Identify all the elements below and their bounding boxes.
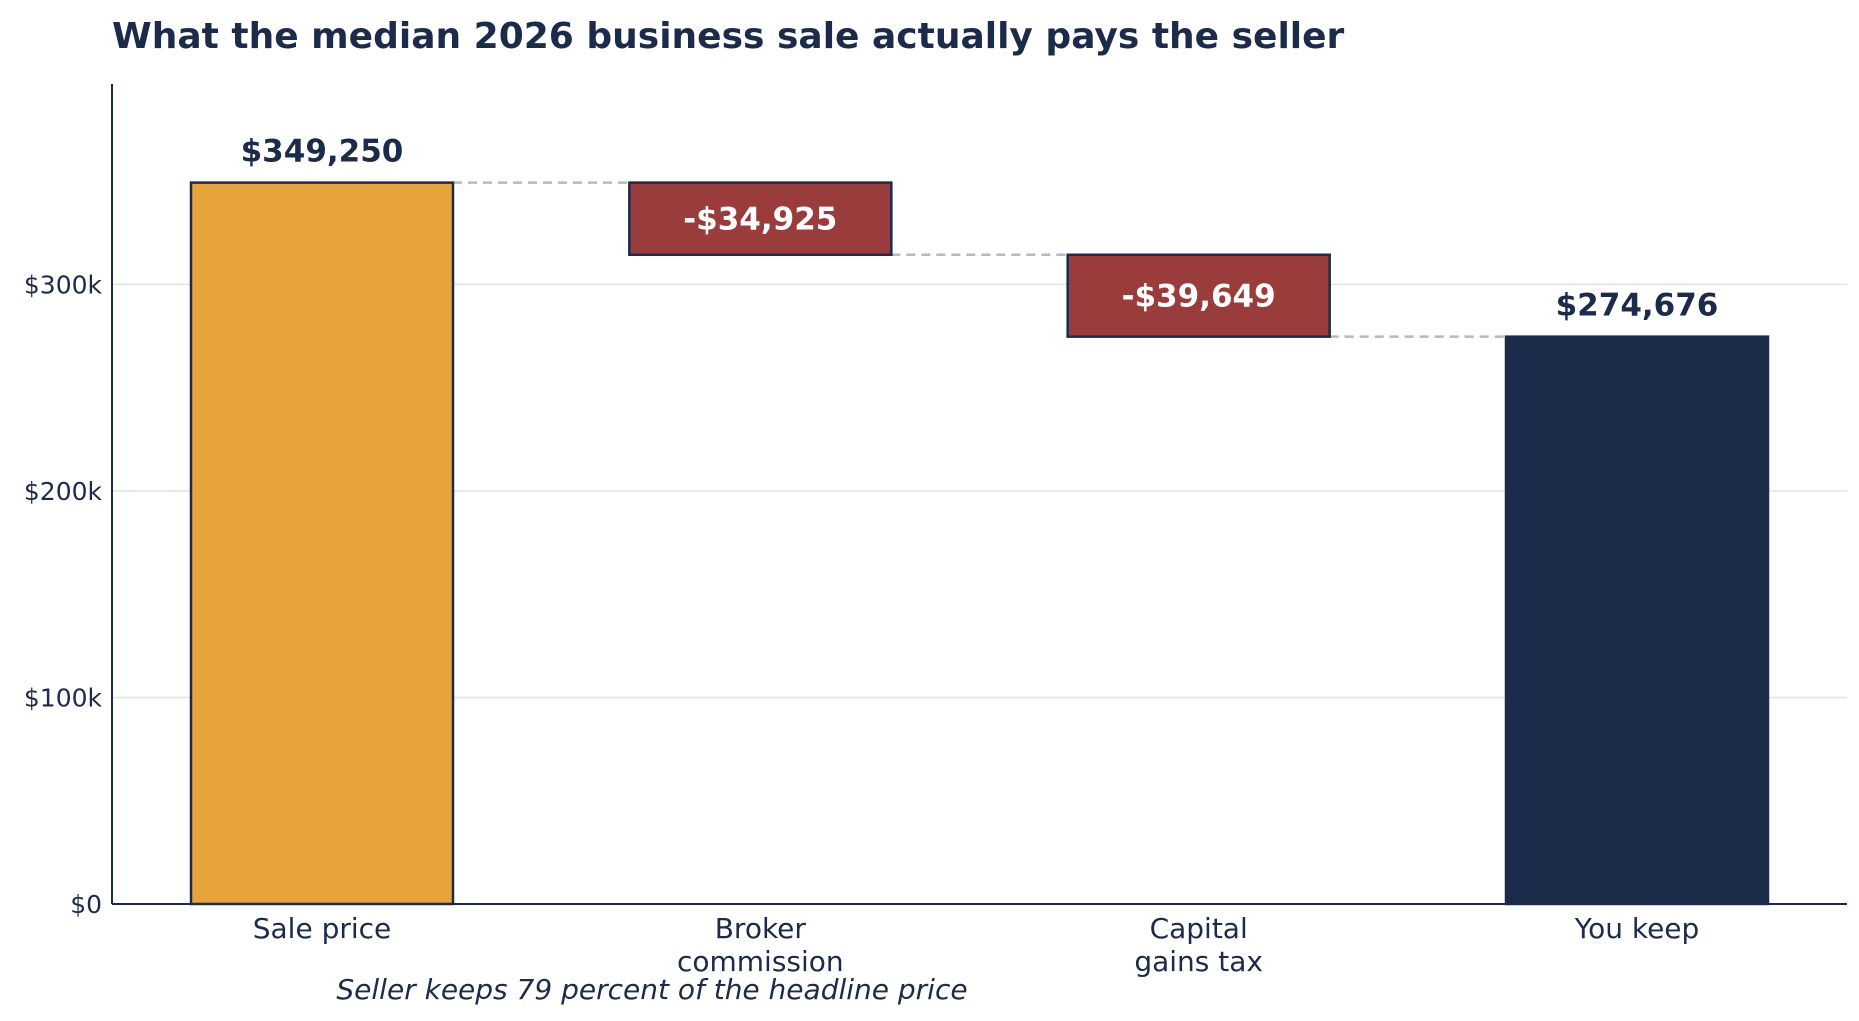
- y-tick-label: $100k: [24, 683, 103, 712]
- x-tick-label: Broker: [715, 912, 807, 945]
- decrease-bar: [628, 181, 893, 257]
- data-label: $349,250: [241, 134, 404, 170]
- data-label: -$39,649: [1122, 279, 1276, 315]
- chart-subtitle: Seller keeps 79 percent of the headline …: [336, 973, 967, 1006]
- decrease-bar: [1066, 253, 1331, 338]
- value-labels: $349,250 -$34,925 -$39,649 $274,676: [241, 134, 1719, 324]
- total-bar: [189, 181, 455, 906]
- x-tick-label: Capital: [1150, 912, 1248, 945]
- x-tick-label: You keep: [1574, 912, 1700, 945]
- y-tick-label: $0: [70, 890, 102, 919]
- chart-title: What the median 2026 business sale actua…: [112, 16, 1345, 57]
- connector-lines: [453, 181, 1506, 338]
- data-label: -$34,925: [683, 202, 837, 238]
- x-tick-label: gains tax: [1134, 945, 1263, 978]
- y-tick-label: $200k: [24, 477, 103, 506]
- axes: $0 $100k $200k $300k Sale price Brokercommiss…: [24, 84, 1847, 978]
- y-tick-label: $300k: [24, 270, 103, 299]
- bars: [189, 181, 1770, 906]
- x-tick-label: commission: [677, 945, 844, 978]
- x-tick-label: Sale price: [253, 912, 392, 945]
- total-bar: [1504, 335, 1770, 906]
- data-label: $274,676: [1556, 288, 1719, 324]
